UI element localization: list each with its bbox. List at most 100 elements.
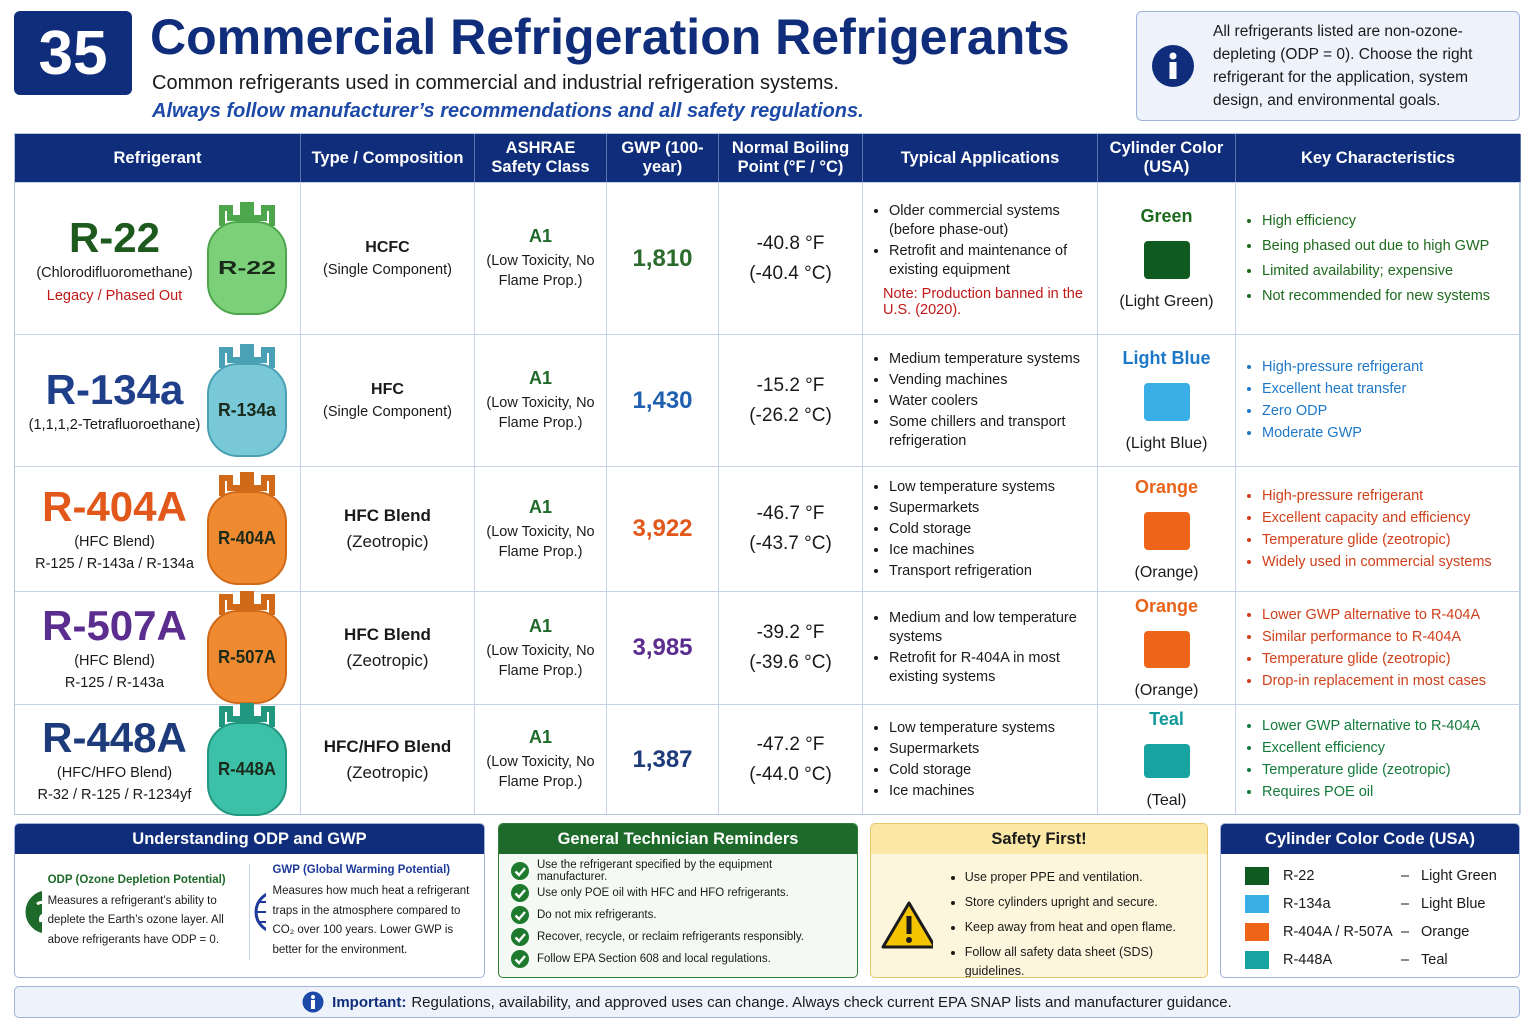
gwp-text: Measures how much heat a refrigerant tra… (272, 885, 470, 956)
characteristic-item: Temperature glide (zeotropic) (1262, 761, 1480, 780)
refrigerant-name: R-404A (42, 483, 187, 530)
reminder-row: Use only POE oil with HFC and HFO refrig… (511, 882, 845, 904)
cylinder-color-cell: Orange (Orange) (1098, 591, 1236, 704)
safety-item: Use proper PPE and ventilation. (965, 868, 1197, 887)
boiling-f: -15.2 °F (756, 374, 825, 396)
application-item: Medium temperature systems (889, 350, 1091, 369)
characteristic-item: Excellent capacity and efficiency (1262, 509, 1492, 528)
check-mark (514, 911, 526, 921)
cylinder-label: R-134a (218, 400, 277, 420)
safety-class: A1 (528, 368, 552, 388)
check-mark (514, 933, 526, 943)
refrigerant-info: R-404A (HFC Blend) R-125 / R-143a / R-134a (25, 483, 204, 575)
color-code-row: R-134a – Light Blue (1245, 890, 1505, 918)
applications-list: Medium and low temperature systemsRetrof… (869, 607, 1091, 689)
application-item: Retrofit and maintenance of existing equ… (889, 242, 1091, 280)
refrigerant-info: R-448A (HFC/HFO Blend) R-32 / R-125 / R-12… (25, 714, 204, 806)
cylinder-color-note: (Teal) (1146, 792, 1187, 809)
column-header: ASHRAE Safety Class (475, 134, 607, 182)
safety-class: A1 (528, 226, 552, 246)
type-line: HFC (371, 380, 404, 398)
application-note: Note: Production banned in the U.S. (202… (883, 285, 1083, 318)
boiling-c: (-39.6 °C) (749, 652, 832, 673)
refrigerant-subtitle: (HFC Blend) (74, 653, 155, 669)
characteristic-item: High-pressure refrigerant (1262, 487, 1492, 506)
refrigerant-subtitle: (HFC Blend) (74, 534, 155, 550)
column-header: Cylinder Color (USA) (1098, 134, 1236, 182)
boiling-f: -40.8 °F (756, 232, 825, 254)
safety-class: A1 (528, 496, 552, 517)
cylinder-color-name: Orange (1134, 596, 1199, 616)
characteristic-item: Requires POE oil (1262, 783, 1480, 802)
applications-cell: Low temperature systems Supermarkets Cold … (863, 704, 1098, 814)
gwp-icon (254, 892, 267, 932)
characteristics-cell: High efficiency Being phased out due to h… (1236, 182, 1521, 334)
color-code-separator: – (1401, 924, 1410, 940)
cylinder-handle (219, 204, 275, 226)
reminders-panel: General Technician Reminders Use the refr… (498, 823, 858, 978)
application-item: Cold storage (889, 520, 1055, 539)
refrigerant-info: R-134a (1,1,1,2-Tetrafluoroethane) (25, 366, 204, 436)
cylinder-color-cell: Teal (Teal) (1098, 704, 1236, 814)
cylinder-valve (240, 472, 254, 486)
cylinder-color-name: Orange (1134, 476, 1199, 497)
panel-body: Use the refrigerant specified by the equ… (499, 854, 857, 976)
cylinder-color-cell: Orange (Orange) (1098, 466, 1236, 591)
check-circle (511, 928, 529, 946)
gwp-value: 1,387 (632, 745, 693, 773)
refrigerant-info: R-22 (Chlorodifluoromethane) Legacy / Phas… (25, 214, 204, 304)
footer-text: Regulations, availability, and approved … (411, 993, 1232, 1011)
check-icon (511, 906, 529, 924)
safety-class: A1 (528, 727, 552, 747)
cylinder-handle (219, 594, 275, 615)
refrigerant-cell: R-134a (1,1,1,2-Tetrafluoroethane) R-134a (15, 334, 301, 466)
type-cell: HFC Blend (Zeotropic) (301, 466, 475, 591)
odp-icon (25, 891, 42, 933)
column-header: Typical Applications (863, 134, 1098, 182)
cylinder-body (207, 362, 287, 457)
refrigerant-cell: R-448A (HFC/HFO Blend) R-32 / R-125 / R-12… (15, 702, 301, 816)
reminder-item: Use the refrigerant specified by the equ… (536, 859, 773, 883)
cylinder-color-cell: Light Blue (Light Blue) (1098, 334, 1236, 466)
characteristics-list: High-pressure refrigerant Excellent heat … (1242, 355, 1423, 446)
subtitle: Common refrigerants used in commercial a… (152, 72, 839, 94)
cylinder-color-name: Light Blue (1122, 348, 1211, 368)
application-item: Ice machines (889, 782, 1055, 801)
panel-title: General Technician Reminders (499, 824, 857, 854)
gwp-cell: 1,430 (607, 334, 719, 466)
odp-section: ODP (Ozone Depletion Potential) Measures … (21, 864, 250, 960)
info-icon (1152, 45, 1194, 87)
info-box: All refrigerants listed are non-ozone-de… (1136, 11, 1520, 121)
title: Commercial Refrigeration Refrigerants (150, 9, 1070, 65)
gwp-cell: 3,985 (607, 591, 719, 704)
application-item: Retrofit for R-404A in most existing sys… (889, 649, 1091, 687)
boiling-f: -47.2 °F (756, 733, 825, 755)
warning-bar (906, 915, 912, 934)
characteristic-item: Being phased out due to high GWP (1262, 237, 1490, 256)
column-header: GWP (100-year) (607, 134, 719, 182)
safety-item: Keep away from heat and open flame. (965, 918, 1197, 937)
boiling-c: (-44.0 °C) (749, 763, 832, 785)
applications-cell: Low temperature systems Supermarkets Cold … (863, 466, 1098, 591)
cylinder-color-note: (Light Blue) (1125, 435, 1208, 452)
color-code-color: Teal (1421, 952, 1448, 968)
reminder-row: Follow EPA Section 608 and local regulat… (511, 948, 845, 970)
application-item: Low temperature systems (889, 478, 1055, 497)
application-item: Supermarkets (889, 499, 1055, 518)
reminder-row: Do not mix refrigerants. (511, 904, 845, 926)
refrigerant-status: Legacy / Phased Out (46, 287, 183, 304)
note: Always follow manufacturer’s recommendat… (152, 100, 864, 122)
footer: Important: Regulations, availability, an… (14, 986, 1520, 1018)
table: Refrigerant Type / Composition ASHRAE Safe… (14, 133, 1521, 816)
boiling-cell: -15.2 °F (-26.2 °C) (719, 334, 863, 466)
cylinder-color-name: Teal (1149, 709, 1184, 729)
applications-cell: Medium temperature systems Vending machin… (863, 334, 1098, 466)
boiling-cell: -40.8 °F (-40.4 °C) (719, 182, 863, 334)
gwp-value: 1,810 (632, 244, 693, 272)
characteristics-list: High-pressure refrigerant Excellent capac… (1242, 484, 1492, 575)
characteristic-item: Moderate GWP (1262, 424, 1423, 443)
column-header: Type / Composition (301, 134, 475, 182)
applications-list: Low temperature systems Supermarkets Cold … (869, 717, 1055, 803)
refrigerant-cell: R-404A (HFC Blend) R-125 / R-143a / R-134a… (15, 466, 301, 591)
boiling-cell: -39.2 °F (-39.6 °C) (719, 591, 863, 704)
